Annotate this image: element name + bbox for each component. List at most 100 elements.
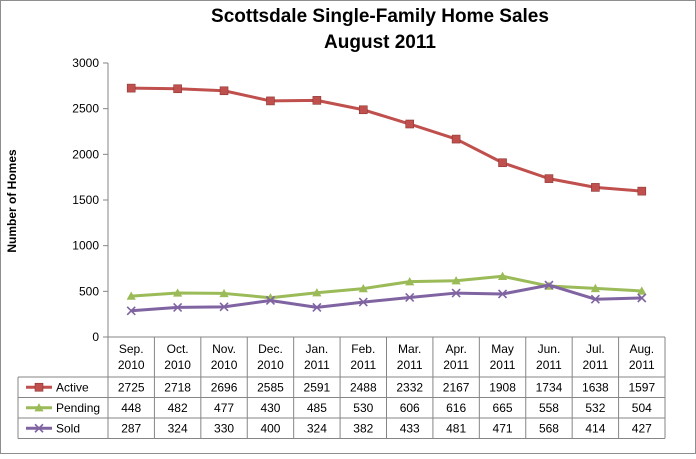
active-legend-marker (34, 382, 44, 392)
sold-value-cell: 568 (539, 421, 559, 435)
x-tick-label: 2011 (536, 358, 562, 372)
pending-value-cell: 482 (168, 401, 188, 415)
pending-point (126, 291, 136, 300)
active-legend-label: Active (56, 380, 89, 394)
sold-value-cell: 324 (168, 421, 188, 435)
x-tick-label: 2011 (304, 358, 330, 372)
active-point (637, 186, 647, 196)
pending-point (312, 288, 322, 297)
x-tick-label: 2011 (443, 358, 469, 372)
sold-value-cell: 400 (260, 421, 280, 435)
sold-point (173, 302, 183, 312)
pending-value-cell: 532 (585, 401, 605, 415)
pending-value-cell: 448 (121, 401, 141, 415)
x-tick-label: Apr. (445, 342, 466, 356)
active-series-line (131, 86, 642, 193)
x-tick-label: Feb. (351, 342, 375, 356)
active-value-cell: 2332 (396, 380, 423, 394)
active-point (544, 174, 554, 183)
active-point (173, 84, 182, 94)
active-value-cell: 1638 (582, 380, 609, 394)
x-tick-label: Dec. (258, 342, 283, 356)
active-point (405, 119, 415, 129)
x-tick-label: May (491, 342, 514, 356)
y-axis-label: Number of Homes (5, 149, 19, 253)
x-tick-label: Aug. (629, 342, 654, 356)
pending-point (497, 271, 508, 280)
y-tick-label: 3000 (72, 56, 99, 70)
sold-point (497, 289, 508, 299)
sold-point (126, 306, 136, 316)
x-tick-label: Mar. (398, 342, 421, 356)
sold-legend-label: Sold (56, 421, 80, 435)
sold-point (358, 297, 368, 307)
pending-legend-marker (34, 403, 44, 412)
sold-value-cell: 414 (585, 421, 605, 435)
sold-value-cell: 287 (121, 421, 141, 435)
active-value-cell: 2718 (164, 380, 191, 394)
y-tick-label: 1500 (72, 193, 99, 207)
pending-point (173, 288, 183, 297)
pending-legend-label: Pending (56, 401, 100, 415)
pending-value-cell: 665 (493, 401, 513, 415)
active-value-cell: 2167 (443, 380, 470, 394)
sold-value-cell: 382 (353, 421, 373, 435)
sold-legend-marker (34, 423, 44, 433)
y-tick-label: 500 (79, 284, 99, 298)
active-point (312, 96, 322, 105)
pending-value-cell: 530 (353, 401, 373, 415)
x-tick-label: Jun. (538, 342, 561, 356)
chart-subtitle: August 2011 (324, 32, 436, 53)
pending-point (451, 276, 461, 285)
x-tick-label: 2011 (397, 358, 423, 372)
active-point (358, 105, 368, 115)
x-tick-label: 2010 (164, 358, 191, 372)
sold-point (405, 292, 415, 303)
pending-value-cell: 616 (446, 401, 466, 415)
pending-point (590, 283, 600, 293)
y-tick-label: 1000 (72, 239, 99, 253)
plot-area: 0 500 1000 1500 2000 2500 3000 Sep. 2010 Oct. 2010… (17, 56, 666, 439)
pending-point (219, 288, 229, 298)
active-value-cell: 2591 (304, 380, 331, 394)
x-tick-label: 2011 (629, 358, 655, 372)
pending-value-cell: 558 (539, 401, 559, 415)
active-value-cell: 1597 (628, 380, 655, 394)
x-tick-label: Jul. (586, 342, 605, 356)
pending-point (358, 283, 368, 293)
active-point (451, 134, 461, 144)
active-point (219, 86, 229, 96)
x-tick-label: 2011 (490, 358, 516, 372)
sold-value-cell: 330 (214, 421, 234, 435)
pending-value-cell: 430 (260, 401, 280, 415)
sold-series-line (131, 283, 642, 313)
sold-value-cell: 471 (493, 421, 513, 435)
x-tick-label: Nov. (212, 342, 236, 356)
pending-point (405, 277, 415, 286)
sold-point (590, 294, 600, 304)
active-point (591, 183, 600, 192)
sold-value-cell: 433 (400, 421, 420, 435)
sold-point (219, 302, 229, 312)
active-value-cell: 2696 (211, 380, 238, 394)
active-point (266, 96, 275, 106)
x-tick-label: Sep. (119, 342, 144, 356)
pending-value-cell: 504 (632, 401, 652, 415)
sold-value-cell: 427 (632, 421, 652, 435)
y-tick-label: 2500 (72, 102, 99, 116)
x-tick-label: 2010 (211, 358, 238, 372)
x-tick-label: Oct. (167, 342, 189, 356)
active-value-cell: 2725 (118, 380, 145, 394)
x-tick-label: 2011 (350, 358, 376, 372)
pending-value-cell: 606 (400, 401, 420, 415)
sold-point (451, 288, 461, 298)
sold-value-cell: 324 (307, 421, 327, 435)
active-value-cell: 1908 (489, 380, 516, 394)
sold-point (312, 302, 322, 312)
x-tick-label: 2011 (582, 358, 608, 372)
x-tick-label: 2010 (118, 358, 145, 372)
x-tick-label: Jan. (306, 342, 329, 356)
